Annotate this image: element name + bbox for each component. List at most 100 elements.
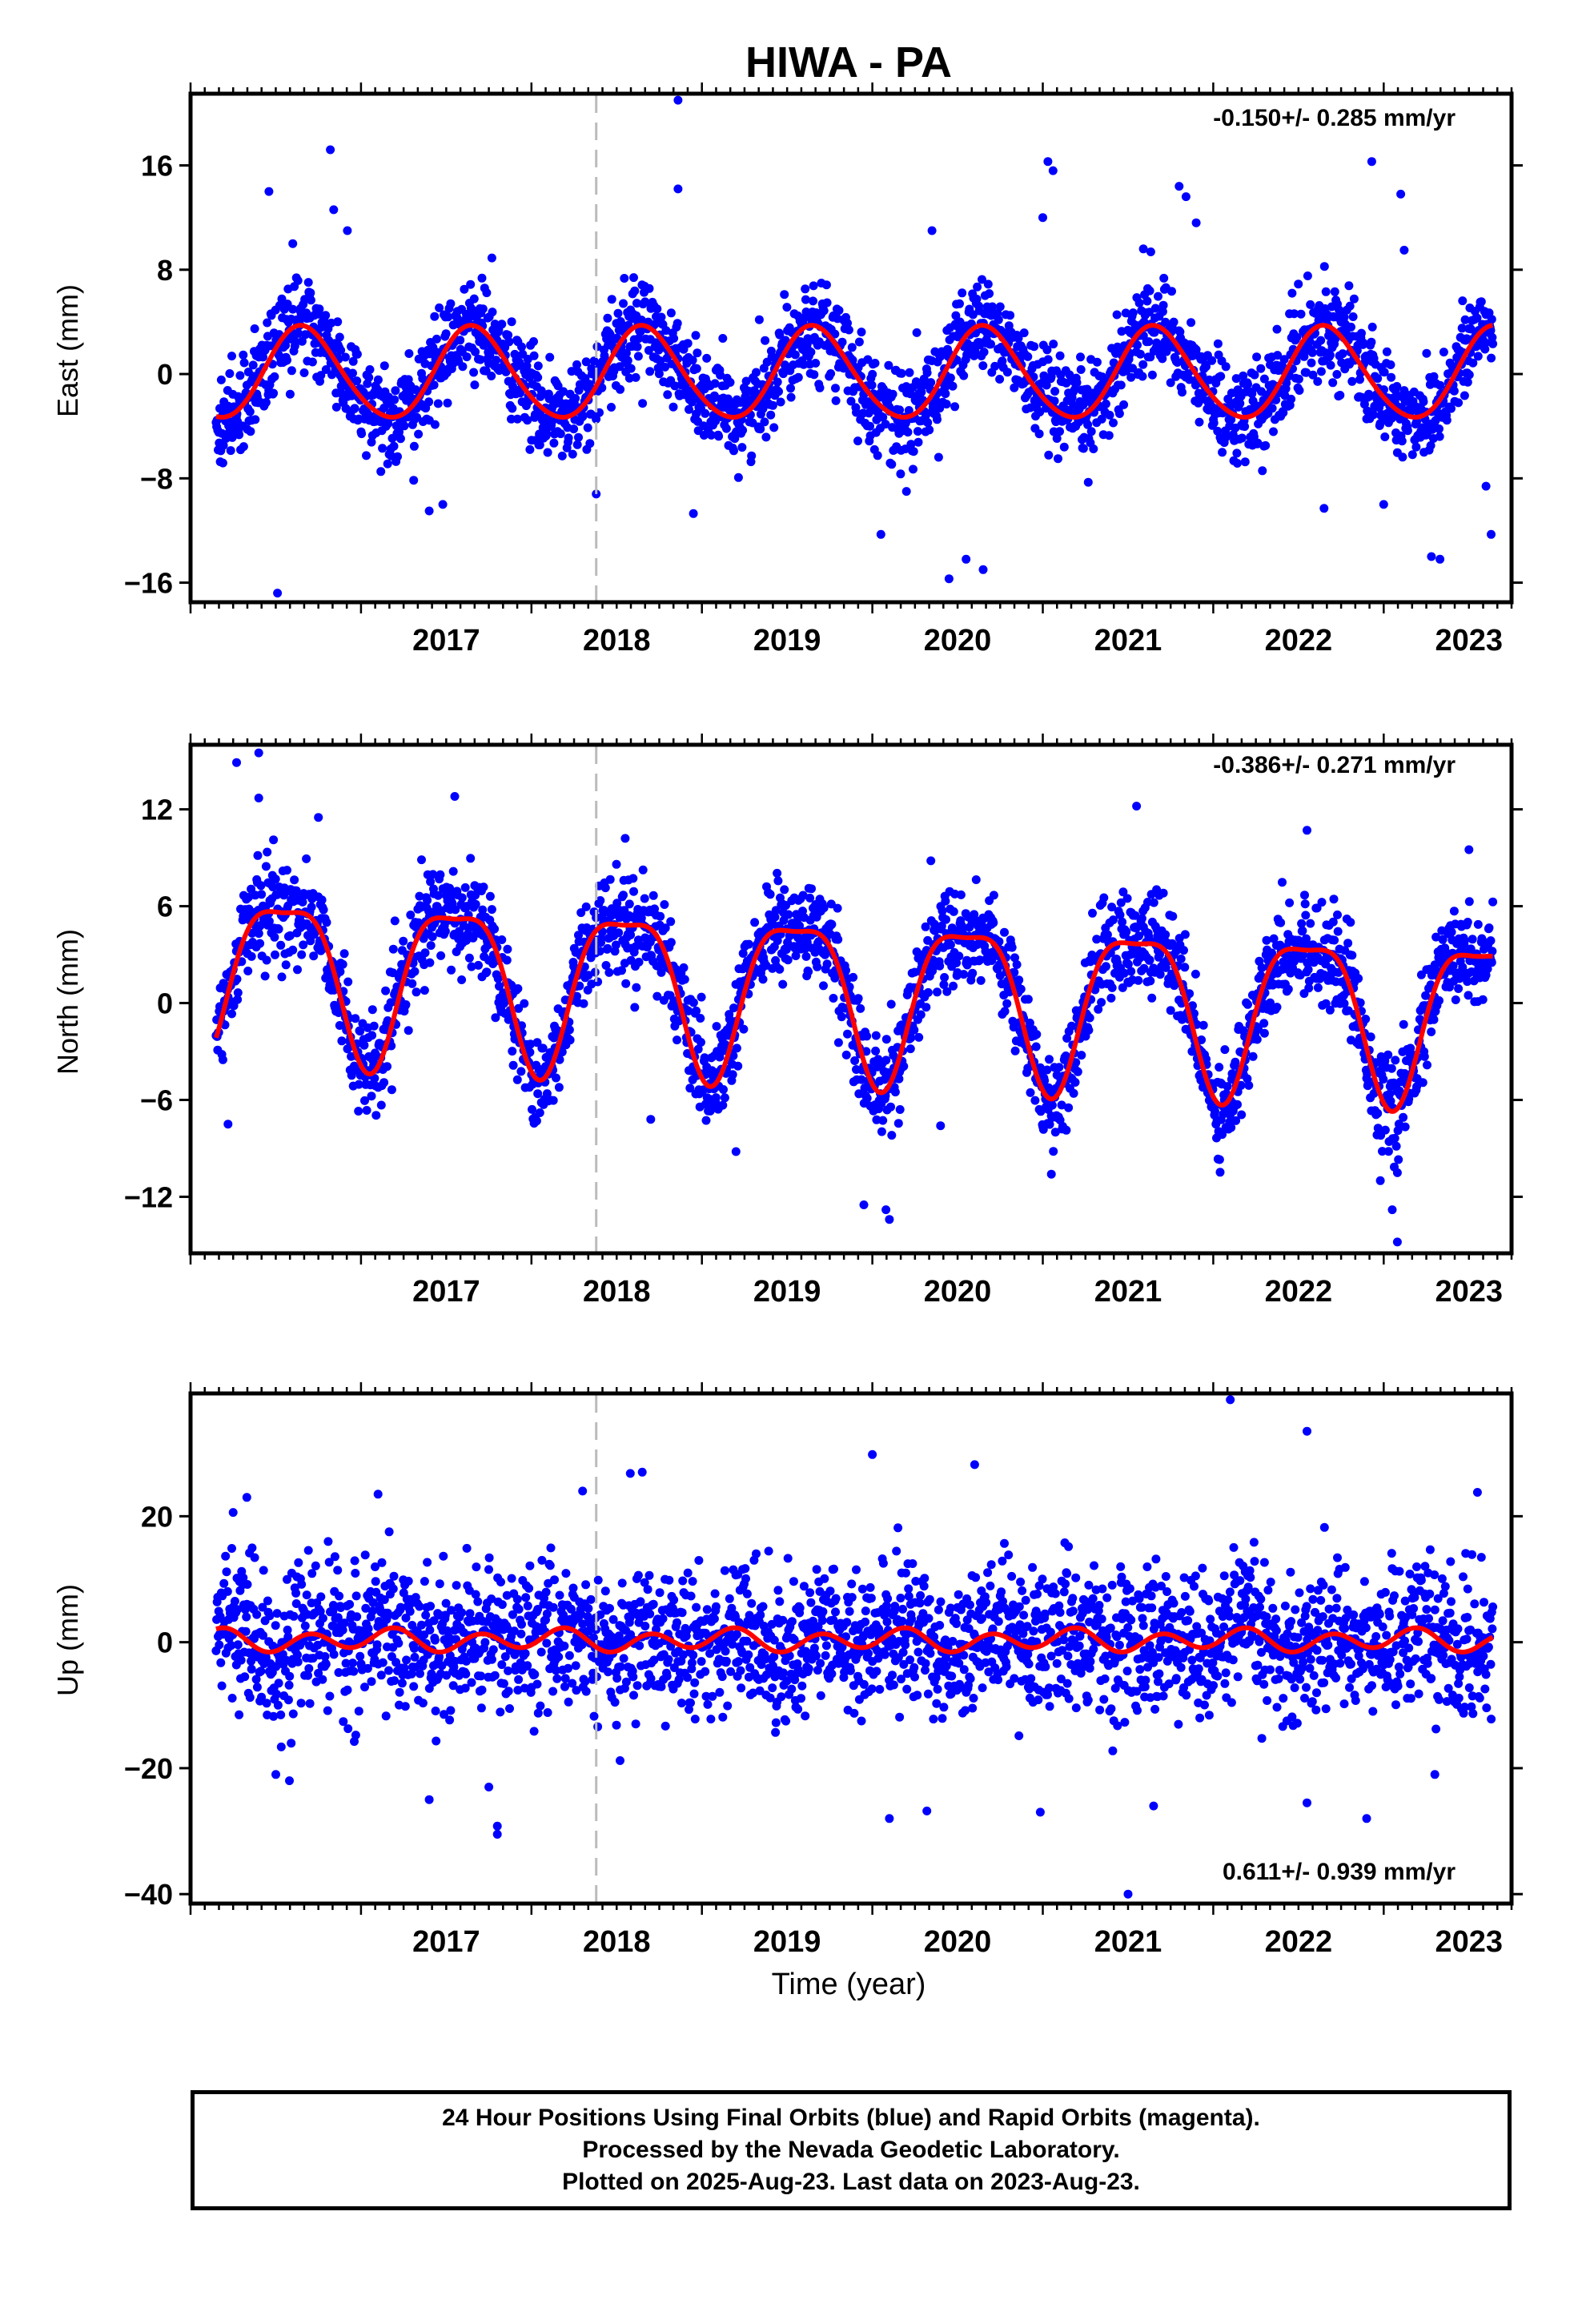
data-point: [1050, 387, 1060, 396]
data-point: [516, 1067, 526, 1076]
data-point: [1043, 355, 1053, 364]
data-point: [1487, 315, 1496, 324]
data-point: [630, 286, 640, 296]
data-point: [462, 352, 472, 362]
data-point: [1346, 918, 1355, 927]
data-point: [1403, 426, 1412, 436]
data-point: [865, 421, 874, 431]
data-point: [487, 372, 496, 380]
data-point: [371, 1111, 381, 1120]
data-point: [679, 963, 689, 972]
data-point: [522, 361, 532, 371]
data-point: [806, 348, 816, 357]
data-point: [597, 383, 607, 392]
data-point: [417, 855, 426, 865]
data-point: [469, 294, 479, 304]
data-point: [774, 387, 783, 396]
data-point: [718, 334, 728, 343]
data-point: [995, 375, 1005, 384]
data-point: [1298, 926, 1307, 935]
data-point: [253, 850, 263, 860]
data-point: [1016, 984, 1026, 994]
data-point: [1049, 1147, 1058, 1156]
data-point: [430, 420, 440, 429]
data-point: [933, 415, 942, 424]
data-point: [1101, 962, 1110, 971]
data-point: [508, 1047, 517, 1056]
data-point: [638, 399, 648, 408]
data-point: [1259, 1019, 1269, 1028]
data-point: [1344, 281, 1354, 291]
data-point: [1054, 1063, 1064, 1072]
data-point: [592, 414, 601, 424]
data-point: [1300, 891, 1309, 900]
data-point: [1002, 999, 1012, 1008]
data-point: [1215, 1168, 1225, 1177]
data-point: [905, 1044, 915, 1054]
data-point: [1088, 908, 1097, 918]
data-point: [1267, 404, 1277, 413]
data-point: [1301, 911, 1311, 920]
data-point: [718, 1100, 728, 1110]
data-point: [1064, 1103, 1074, 1112]
outlier-point: [1181, 192, 1191, 202]
data-point: [306, 296, 315, 305]
data-point: [623, 356, 632, 365]
data-point: [532, 1116, 541, 1126]
data-point: [1026, 1088, 1035, 1097]
data-point: [940, 973, 950, 982]
data-point: [1072, 378, 1082, 388]
data-point: [1055, 351, 1065, 360]
data-point: [909, 464, 917, 474]
data-point: [352, 376, 362, 386]
outlier-point: [343, 226, 352, 235]
data-point: [412, 412, 422, 422]
data-point: [697, 992, 706, 1002]
data-point: [1237, 433, 1247, 443]
data-point: [1250, 370, 1259, 380]
data-point: [293, 275, 303, 285]
data-point: [773, 868, 782, 878]
data-point: [976, 975, 986, 985]
data-point: [436, 870, 445, 879]
data-point: [355, 1027, 365, 1036]
data-point: [502, 955, 512, 965]
data-point: [260, 971, 270, 981]
outlier-point: [288, 239, 298, 248]
data-point: [621, 348, 631, 358]
data-point: [535, 440, 544, 450]
data-point: [321, 365, 331, 374]
data-point: [737, 443, 747, 452]
data-point: [614, 928, 624, 938]
data-point: [1295, 386, 1304, 395]
data-point: [235, 430, 244, 440]
data-point: [1076, 352, 1085, 362]
data-point: [261, 862, 271, 871]
data-point: [569, 424, 579, 434]
data-point: [1488, 339, 1498, 348]
data-point: [1240, 422, 1250, 432]
data-point: [1158, 888, 1168, 898]
data-point: [760, 417, 769, 427]
data-point: [525, 444, 535, 454]
data-point: [297, 950, 307, 959]
data-point: [1294, 374, 1303, 384]
data-point: [367, 437, 376, 447]
data-point: [830, 329, 840, 339]
y-tick-label: −16: [124, 567, 173, 600]
data-point: [1387, 1063, 1396, 1073]
data-point: [277, 294, 287, 304]
data-point: [1252, 1035, 1262, 1044]
data-point: [1010, 1046, 1020, 1055]
data-point: [297, 336, 307, 346]
data-point: [673, 1035, 681, 1045]
data-point: [1114, 409, 1124, 418]
data-point: [1116, 380, 1126, 390]
data-point: [564, 433, 573, 443]
data-point: [396, 434, 405, 444]
data-point: [497, 935, 507, 944]
data-point: [523, 416, 532, 425]
data-point: [822, 298, 832, 308]
data-point: [765, 890, 775, 899]
data-point: [761, 336, 770, 345]
